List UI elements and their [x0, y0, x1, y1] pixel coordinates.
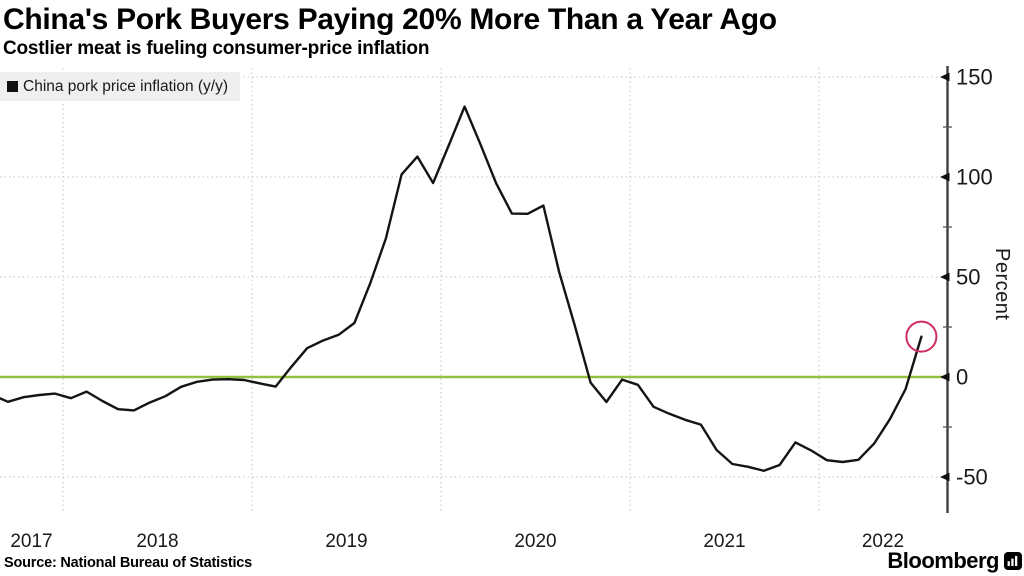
y-axis-title: Percent	[991, 248, 1013, 321]
legend: China pork price inflation (y/y)	[0, 72, 241, 101]
bloomberg-terminal-icon	[1004, 552, 1022, 570]
y-tick-label: 150	[956, 65, 993, 90]
y-major-tick-arrow	[940, 72, 950, 82]
y-major-tick-arrow	[940, 372, 950, 382]
legend-square-marker-icon	[7, 81, 18, 92]
series-line	[0, 105, 923, 472]
x-tick-label: 2017	[10, 531, 52, 552]
x-tick-label: 2019	[325, 531, 367, 552]
x-tick-label: 2020	[514, 531, 556, 552]
x-tick-label: 2022	[862, 531, 904, 552]
latest-point-circle-annotation	[905, 320, 938, 353]
bloomberg-wordmark: Bloomberg	[887, 548, 999, 573]
chart-title: China's Pork Buyers Paying 20% More Than…	[3, 3, 777, 36]
x-tick-label: 2021	[703, 531, 745, 552]
legend-label: China pork price inflation (y/y)	[23, 77, 229, 95]
x-tick-label: 2018	[136, 531, 178, 552]
y-major-tick-arrow	[940, 272, 950, 282]
source-note: Source: National Bureau of Statistics	[4, 555, 253, 571]
y-tick-label: 0	[956, 365, 968, 390]
bloomberg-logo: Bloomberg	[887, 548, 1022, 574]
y-major-tick-arrow	[940, 172, 950, 182]
y-tick-label: -50	[956, 465, 988, 490]
y-tick-label: 50	[956, 265, 980, 290]
chart-subtitle: Costlier meat is fueling consumer-price …	[3, 38, 430, 59]
y-tick-label: 100	[956, 165, 993, 190]
y-major-tick-arrow	[940, 472, 950, 482]
